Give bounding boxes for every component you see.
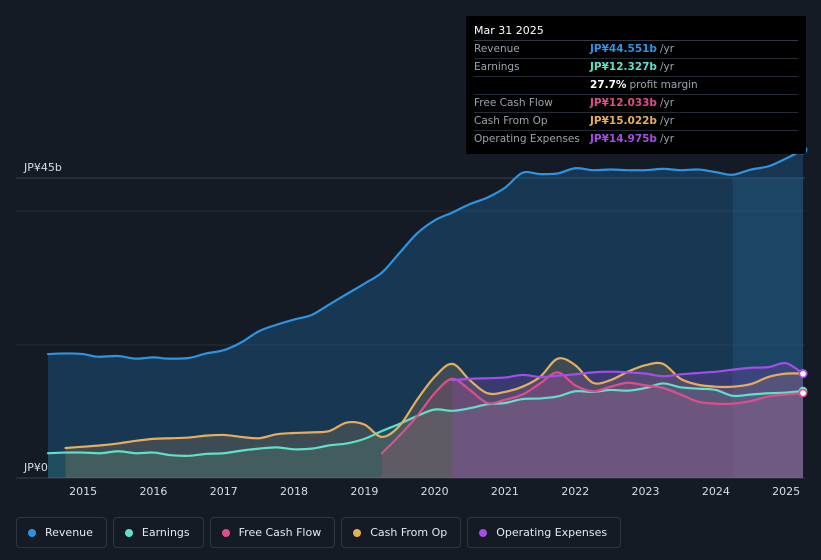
tooltip-row-value: JP¥12.327b (590, 61, 657, 73)
legend: Revenue Earnings Free Cash Flow Cash From O… (16, 517, 622, 548)
series-areas (48, 149, 804, 478)
tooltip-row-unit: /yr (659, 43, 675, 55)
operating-expenses-line (451, 361, 805, 382)
x-tick-label: 2018 (280, 485, 308, 498)
financials-chart: JP¥45b JP¥0 2015 2016 2017 2018 2019 2020 2021… (16, 145, 808, 498)
earnings-area (48, 383, 803, 478)
legend-label: Revenue (45, 526, 93, 539)
legend-item-earnings[interactable]: Earnings (112, 517, 204, 548)
tooltip-row-value: JP¥44.551b (590, 43, 657, 55)
tooltip-row-unit: /yr (659, 133, 675, 145)
y-axis-bottom-label: JP¥0 (23, 461, 48, 474)
x-axis-ticks: 2015 2016 2017 2018 2019 2020 2021 2022 2023 2024… (69, 485, 800, 498)
tooltip-row: Earnings JP¥12.327b/yr (474, 59, 798, 77)
legend-dot-icon (28, 528, 36, 537)
legend-dot-icon (221, 528, 230, 537)
legend-label: Cash From Op (370, 526, 448, 539)
series-lines (46, 148, 805, 457)
operating-expenses-area (452, 363, 803, 478)
forecast-band (732, 178, 803, 478)
cash-from-op-area (65, 358, 804, 478)
tooltip-panel: Mar 31 2025 Revenue JP¥44.551b/yr Earnings… (466, 16, 806, 154)
revenue-area (48, 149, 803, 478)
x-tick-label: 2020 (421, 485, 449, 498)
operating-expenses-end-marker[interactable] (798, 369, 808, 379)
x-tick-label: 2023 (632, 485, 660, 498)
tooltip-row-label: Earnings (474, 61, 520, 73)
free-cash-flow-area (381, 372, 803, 478)
legend-item-free-cash-flow[interactable]: Free Cash Flow (209, 517, 336, 548)
tooltip-row-label (474, 77, 590, 94)
x-tick-label: 2022 (561, 485, 589, 498)
x-tick-label: 2019 (350, 485, 378, 498)
tooltip-row-value: 27.7% (590, 79, 627, 91)
revenue-line (46, 148, 805, 360)
tooltip-row: Cash From Op JP¥15.022b/yr (474, 113, 798, 131)
legend-item-cash-from-op[interactable]: Cash From Op (341, 517, 462, 548)
legend-item-operating-expenses[interactable]: Operating Expenses (467, 517, 622, 548)
tooltip-row-label: Free Cash Flow (474, 97, 553, 109)
tooltip-row-unit: profit margin (629, 79, 698, 91)
x-tick-label: 2016 (139, 485, 167, 498)
free-cash-flow-line (380, 371, 805, 455)
tooltip-row-unit: /yr (659, 97, 675, 109)
tooltip-row-label: Revenue (474, 43, 520, 55)
tooltip-row: Operating Expenses JP¥14.975b/yr (474, 131, 798, 148)
legend-dot-icon (353, 528, 362, 537)
x-tick-label: 2015 (69, 485, 97, 498)
tooltip-row: Revenue JP¥44.551b/yr (474, 41, 798, 59)
tooltip-row: 27.7% profit margin (474, 77, 798, 95)
legend-item-revenue[interactable]: Revenue (16, 517, 107, 548)
x-tick-label: 2021 (491, 485, 519, 498)
y-axis-top-label: JP¥45b (23, 161, 62, 174)
free-cash-flow-end-marker[interactable] (798, 388, 808, 398)
cash-from-op-line (64, 357, 805, 450)
legend-label: Operating Expenses (496, 526, 608, 539)
x-tick-label: 2017 (210, 485, 238, 498)
tooltip-row-label: Operating Expenses (474, 133, 580, 145)
legend-label: Earnings (141, 526, 190, 539)
x-tick-label: 2024 (702, 485, 730, 498)
earnings-line (46, 382, 805, 457)
tooltip-row-value: JP¥12.033b (590, 97, 657, 109)
tooltip-row-unit: /yr (659, 115, 675, 127)
grid-lines (16, 177, 805, 479)
tooltip-date: Mar 31 2025 (474, 22, 798, 41)
legend-dot-icon (124, 528, 133, 537)
tooltip-row-label: Cash From Op (474, 115, 548, 127)
legend-dot-icon (479, 528, 488, 537)
tooltip-row-unit: /yr (659, 61, 675, 73)
tooltip-row: Free Cash Flow JP¥12.033b/yr (474, 95, 798, 113)
x-tick-label: 2025 (772, 485, 800, 498)
legend-label: Free Cash Flow (238, 526, 322, 539)
tooltip-row-value: JP¥15.022b (590, 115, 657, 127)
tooltip-row-value: JP¥14.975b (590, 133, 657, 145)
